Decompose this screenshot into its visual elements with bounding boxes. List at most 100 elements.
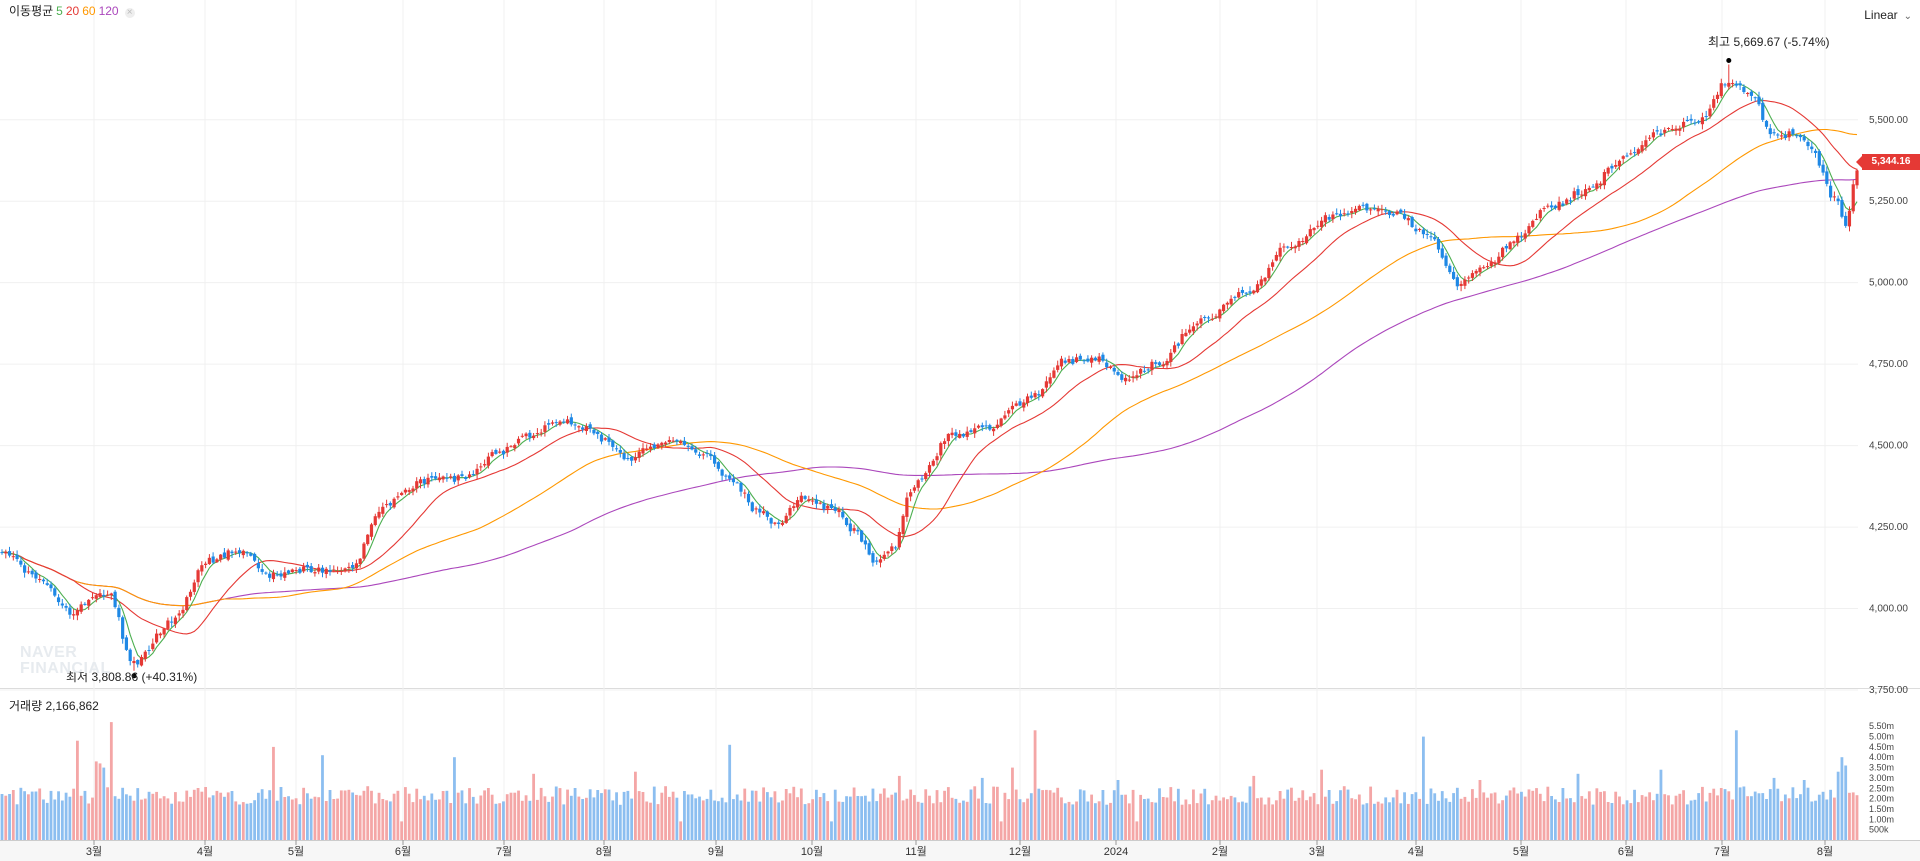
candle-body (599, 434, 604, 442)
candle-up (1282, 243, 1286, 253)
volume-bar-up (4, 795, 8, 840)
candle-body (4, 551, 8, 554)
candle-body (731, 478, 736, 483)
scale-select-label: Linear (1864, 8, 1898, 22)
candle-body (490, 452, 494, 457)
candle-up (1715, 91, 1720, 104)
candle-body (1821, 164, 1825, 173)
volume-bar-down (238, 804, 241, 840)
candle-body (811, 500, 815, 502)
candle-up (1131, 371, 1135, 383)
x-axis-band (0, 840, 1920, 861)
candle-up (1508, 241, 1512, 251)
volume-bar-up (1075, 801, 1078, 840)
candle-down (45, 578, 49, 586)
volume-bar-up (1263, 804, 1267, 840)
volume-bar-up (1011, 767, 1014, 840)
volume-bar-up (1323, 796, 1327, 840)
candle-down (1391, 211, 1395, 218)
candle-up (132, 656, 136, 671)
candle-body (1263, 277, 1267, 282)
candle-down (1203, 315, 1207, 322)
candle-down (1338, 209, 1343, 221)
volume-bar-down (1768, 789, 1772, 840)
candle-body (648, 446, 653, 449)
volume-bar-down (102, 767, 106, 840)
moving-average-legend: 이동평균 5 20 60 120 × (9, 3, 138, 19)
candle-up (603, 437, 607, 441)
legend-period-60[interactable]: 60 (82, 4, 96, 18)
volume-bar-down (1689, 800, 1693, 840)
candle-body (1738, 83, 1742, 86)
candle-body (1139, 368, 1143, 374)
candle-down (1071, 356, 1075, 366)
price-axis-label: 4,000.00 (1869, 604, 1908, 615)
candle-up (762, 506, 766, 515)
candle-up (565, 415, 570, 425)
candle-down (83, 602, 87, 606)
legend-period-5[interactable]: 5 (56, 4, 63, 18)
legend-period-120[interactable]: 120 (98, 4, 119, 18)
candle-body (848, 523, 852, 532)
candle-body (1519, 236, 1524, 238)
volume-bar-down (769, 797, 773, 840)
candle-body (1369, 209, 1373, 211)
candle-body (49, 584, 53, 589)
volume-bar-down (464, 803, 468, 840)
legend-period-20[interactable]: 20 (65, 4, 80, 18)
candle-body (1474, 270, 1478, 274)
x-axis-label: 10월 (801, 845, 823, 858)
candle-body (513, 445, 517, 449)
volume-bar-up (226, 792, 230, 840)
candle-up (543, 421, 547, 437)
volume-bar-down (49, 790, 53, 840)
volume-bar-down (15, 804, 19, 840)
candle-body (969, 430, 973, 433)
candle-down (1410, 215, 1414, 228)
volume-bar-down (430, 793, 434, 840)
volume-bar-down (1742, 786, 1746, 840)
volume-bar-down (739, 800, 743, 840)
candle-body (750, 502, 754, 512)
candle-up (166, 617, 170, 631)
candle-up (1478, 265, 1482, 277)
candle-up (1557, 196, 1561, 212)
candle-body (705, 452, 709, 454)
candle-body (1500, 247, 1505, 258)
candle-body (1127, 379, 1131, 381)
candle-body (1255, 284, 1260, 293)
candle-body (1779, 135, 1784, 137)
candle-down (1078, 353, 1082, 361)
candle-body (328, 570, 332, 572)
close-icon[interactable]: × (124, 8, 135, 18)
volume-bar-up (1482, 792, 1486, 840)
candle-up (773, 521, 777, 526)
x-axis-line (0, 840, 1920, 841)
volume-bar-down (1063, 803, 1067, 840)
candle-body (1599, 183, 1603, 186)
candle-body (1565, 199, 1569, 204)
scale-select[interactable]: Linear ⌄ (1862, 6, 1914, 24)
candle-body (1056, 365, 1060, 370)
volume-bar-down (1765, 799, 1768, 840)
candle-body (980, 425, 984, 428)
volume-bar-down (875, 801, 879, 840)
volume-bar-up (486, 788, 490, 840)
candle-body (1550, 205, 1554, 208)
candle-down (64, 603, 68, 612)
volume-bar-up (1497, 803, 1501, 840)
candle-body (437, 477, 441, 481)
candle-body (550, 422, 555, 424)
candle-body (577, 426, 581, 428)
candle-body (652, 444, 656, 448)
volume-bar-up (539, 787, 543, 840)
candle-up (535, 428, 539, 438)
volume-bar-up (76, 740, 79, 840)
candle-up (1123, 374, 1128, 385)
candle-up (283, 567, 287, 581)
volume-bar-down (298, 804, 302, 840)
volume-bar-up (958, 802, 962, 840)
candle-up (1681, 117, 1686, 132)
candle-body (935, 456, 939, 461)
volume-bar-down (720, 797, 724, 840)
